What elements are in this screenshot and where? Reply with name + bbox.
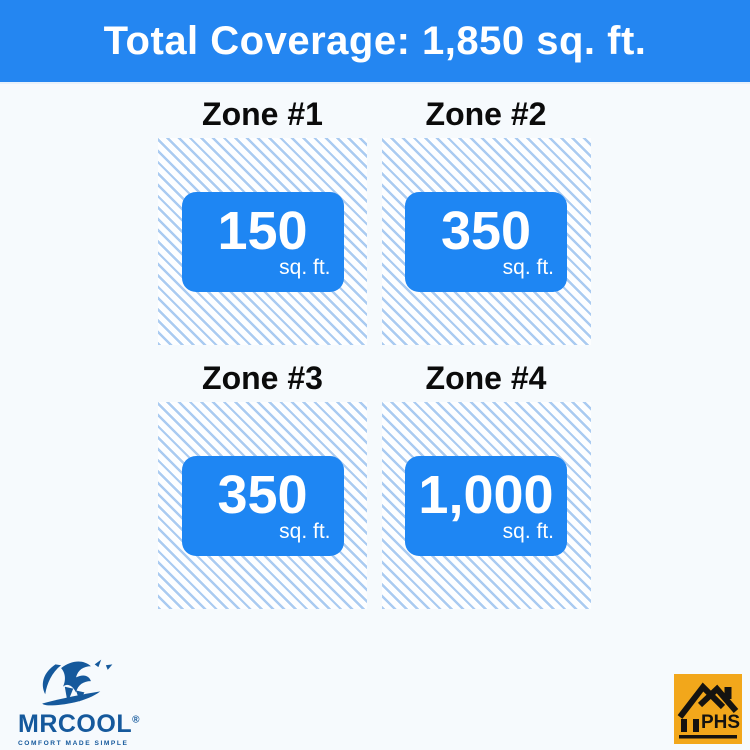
zone-2-value: 350 <box>440 200 532 261</box>
zone-3-value-card: 350 sq. ft. <box>181 455 344 556</box>
zone-3-unit: sq. ft. <box>279 519 331 543</box>
phs-label: PHS <box>701 712 741 733</box>
zone-1-unit: sq. ft. <box>279 255 331 279</box>
zone-1: Zone #1 150 sq. ft. <box>158 98 367 345</box>
zone-3: Zone #3 350 sq. ft. <box>158 345 367 609</box>
mrcool-logo: MRCOOL® COMFORT MADE SIMPLE <box>18 655 139 747</box>
zone-4-unit: sq. ft. <box>502 519 554 543</box>
zones-grid: Zone #1 150 sq. ft. Zone #2 350 sq. ft. … <box>158 98 591 609</box>
zone-1-title: Zone #1 <box>202 96 323 132</box>
zone-1-area: 150 sq. ft. <box>158 138 367 345</box>
total-coverage-banner: Total Coverage: 1,850 sq. ft. <box>0 0 750 84</box>
mrcool-wordmark: MRCOOL® <box>18 712 139 737</box>
zone-1-value: 150 <box>217 200 308 261</box>
zone-3-title: Zone #3 <box>202 360 323 396</box>
zone-4-value: 1,000 <box>418 464 554 525</box>
zone-2-unit: sq. ft. <box>502 255 554 279</box>
phs-logo: PHS <box>674 674 742 744</box>
zone-2-value-card: 350 sq. ft. <box>405 191 567 292</box>
zone-4-area: 1,000 sq. ft. <box>381 402 591 609</box>
mrcool-wordmark-text: MRCOOL <box>18 710 133 738</box>
zone-3-area: 350 sq. ft. <box>158 402 367 609</box>
zone-2-area: 350 sq. ft. <box>381 138 591 345</box>
zone-4-value-card: 1,000 sq. ft. <box>405 455 567 556</box>
phs-house-icon <box>677 682 739 739</box>
zone-2-title: Zone #2 <box>425 96 547 132</box>
zone-2: Zone #2 350 sq. ft. <box>381 96 591 345</box>
mrcool-bear-icon <box>42 659 113 706</box>
mrcool-tagline: COMFORT MADE SIMPLE <box>18 740 129 747</box>
zone-4: Zone #4 1,000 sq. ft. <box>381 345 591 609</box>
zone-4-title: Zone #4 <box>425 360 547 396</box>
registered-trademark-symbol: ® <box>132 714 140 726</box>
zone-1-value-card: 150 sq. ft. <box>181 191 344 292</box>
total-coverage-title: Total Coverage: 1,850 sq. ft. <box>103 18 647 63</box>
zone-3-value: 350 <box>217 464 308 525</box>
